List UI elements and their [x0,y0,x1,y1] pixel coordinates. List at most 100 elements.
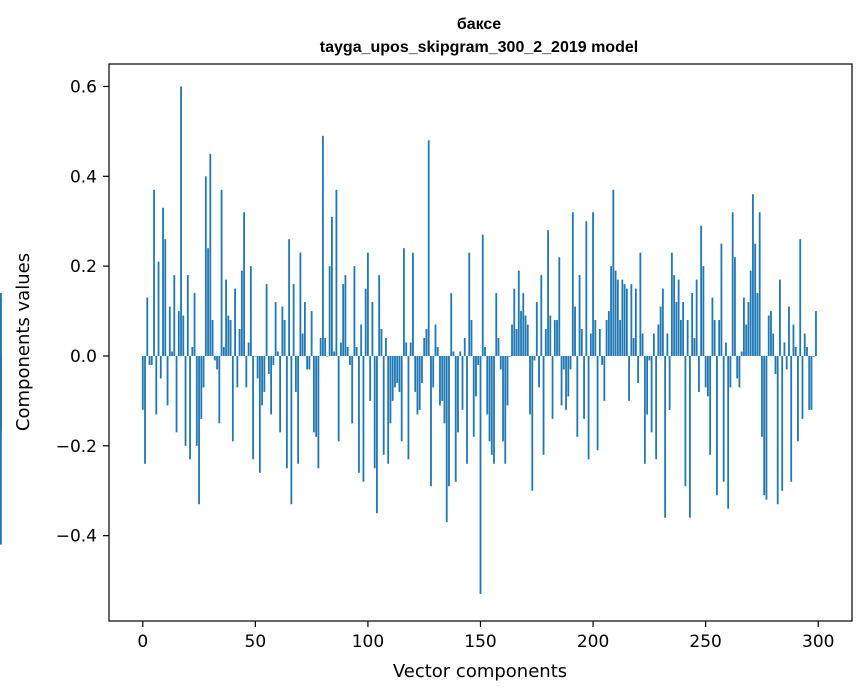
bar [702,266,705,356]
bar [146,297,149,356]
bar [414,355,417,392]
bar [394,355,396,388]
bar [580,329,583,356]
bar [265,284,268,356]
bar [718,320,721,356]
bar [376,355,378,514]
bar [312,355,315,433]
bar [549,315,552,356]
bar [306,355,309,370]
bar [497,338,500,356]
x-tick-label: 150 [464,632,496,652]
bar [335,189,338,356]
bar [540,275,543,356]
bar [385,338,387,356]
bar [252,355,254,460]
bar [173,275,176,356]
bar [358,355,360,473]
bar [515,329,518,356]
bar [380,329,383,356]
bar [506,355,509,406]
bar [738,355,741,388]
bar [391,355,394,401]
bar [186,275,189,356]
bar [367,252,369,356]
bar [767,315,770,356]
bar [421,355,423,383]
bar [810,355,813,410]
bar [634,288,637,356]
bar [727,355,730,509]
bar [459,351,462,356]
bar [758,212,761,356]
bar [535,302,538,356]
bar [168,306,171,356]
bar [695,279,698,356]
bar [598,329,601,356]
bar [346,346,349,356]
bar [236,355,239,388]
bar [587,355,590,460]
bar [362,355,365,482]
bar [180,86,182,356]
bar [229,320,232,356]
bar [691,293,694,356]
bar [294,355,297,392]
y-axis-label: Components values [13,253,34,431]
bar [808,355,811,410]
bar [351,355,354,424]
bar [596,355,599,451]
bar [679,320,682,356]
bar [547,230,549,356]
bar [276,351,279,356]
bar [308,355,311,370]
bar [184,355,187,446]
bar [569,355,572,370]
bar [432,355,435,388]
chart-title: баксе [457,16,501,33]
bar [504,355,507,464]
bar [560,355,563,406]
bar [144,355,146,464]
bar [272,355,275,365]
bar [520,311,522,356]
bar [378,275,381,356]
bar [387,355,390,464]
bar [565,355,567,410]
bar [389,355,392,424]
bar [592,212,594,356]
bar [616,279,619,356]
bar [709,355,712,455]
y-axis: −0.4 −0.2 0.0 0.2 0.4 0.6 [56,77,109,547]
bar [749,270,752,356]
bar [218,355,221,424]
bar [621,279,624,356]
bar [290,355,293,505]
bar [675,302,678,356]
bar [441,355,444,401]
bar [585,221,588,356]
bar [211,320,214,356]
bar [162,207,164,356]
bar [578,275,581,356]
bar [812,355,815,357]
bar [785,355,788,370]
y-tick-label: 0.0 [70,347,97,367]
bar [657,324,660,356]
bar [240,270,243,356]
bar [445,355,448,523]
bar [553,320,556,356]
bar [220,189,223,356]
bar [182,315,185,356]
bar [430,355,432,487]
chart-subtitle: tayga_upos_skipgram_300_2_2019 model [320,39,638,56]
bar [542,355,545,455]
bar [792,324,795,356]
bar [556,320,558,356]
bar [770,311,772,356]
bar [292,284,295,356]
bar [508,355,511,357]
y-tick-label: 0.6 [70,77,97,97]
bar [349,355,351,365]
